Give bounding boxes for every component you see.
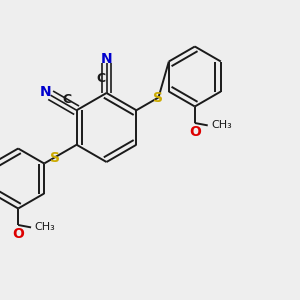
Text: S: S bbox=[154, 91, 164, 104]
Text: C: C bbox=[62, 93, 71, 106]
Text: CH₃: CH₃ bbox=[35, 222, 56, 233]
Text: CH₃: CH₃ bbox=[211, 120, 232, 130]
Text: C: C bbox=[97, 71, 106, 85]
Text: N: N bbox=[101, 52, 112, 66]
Text: O: O bbox=[12, 227, 24, 242]
Text: S: S bbox=[50, 151, 59, 164]
Text: O: O bbox=[189, 125, 201, 140]
Text: N: N bbox=[39, 85, 51, 99]
